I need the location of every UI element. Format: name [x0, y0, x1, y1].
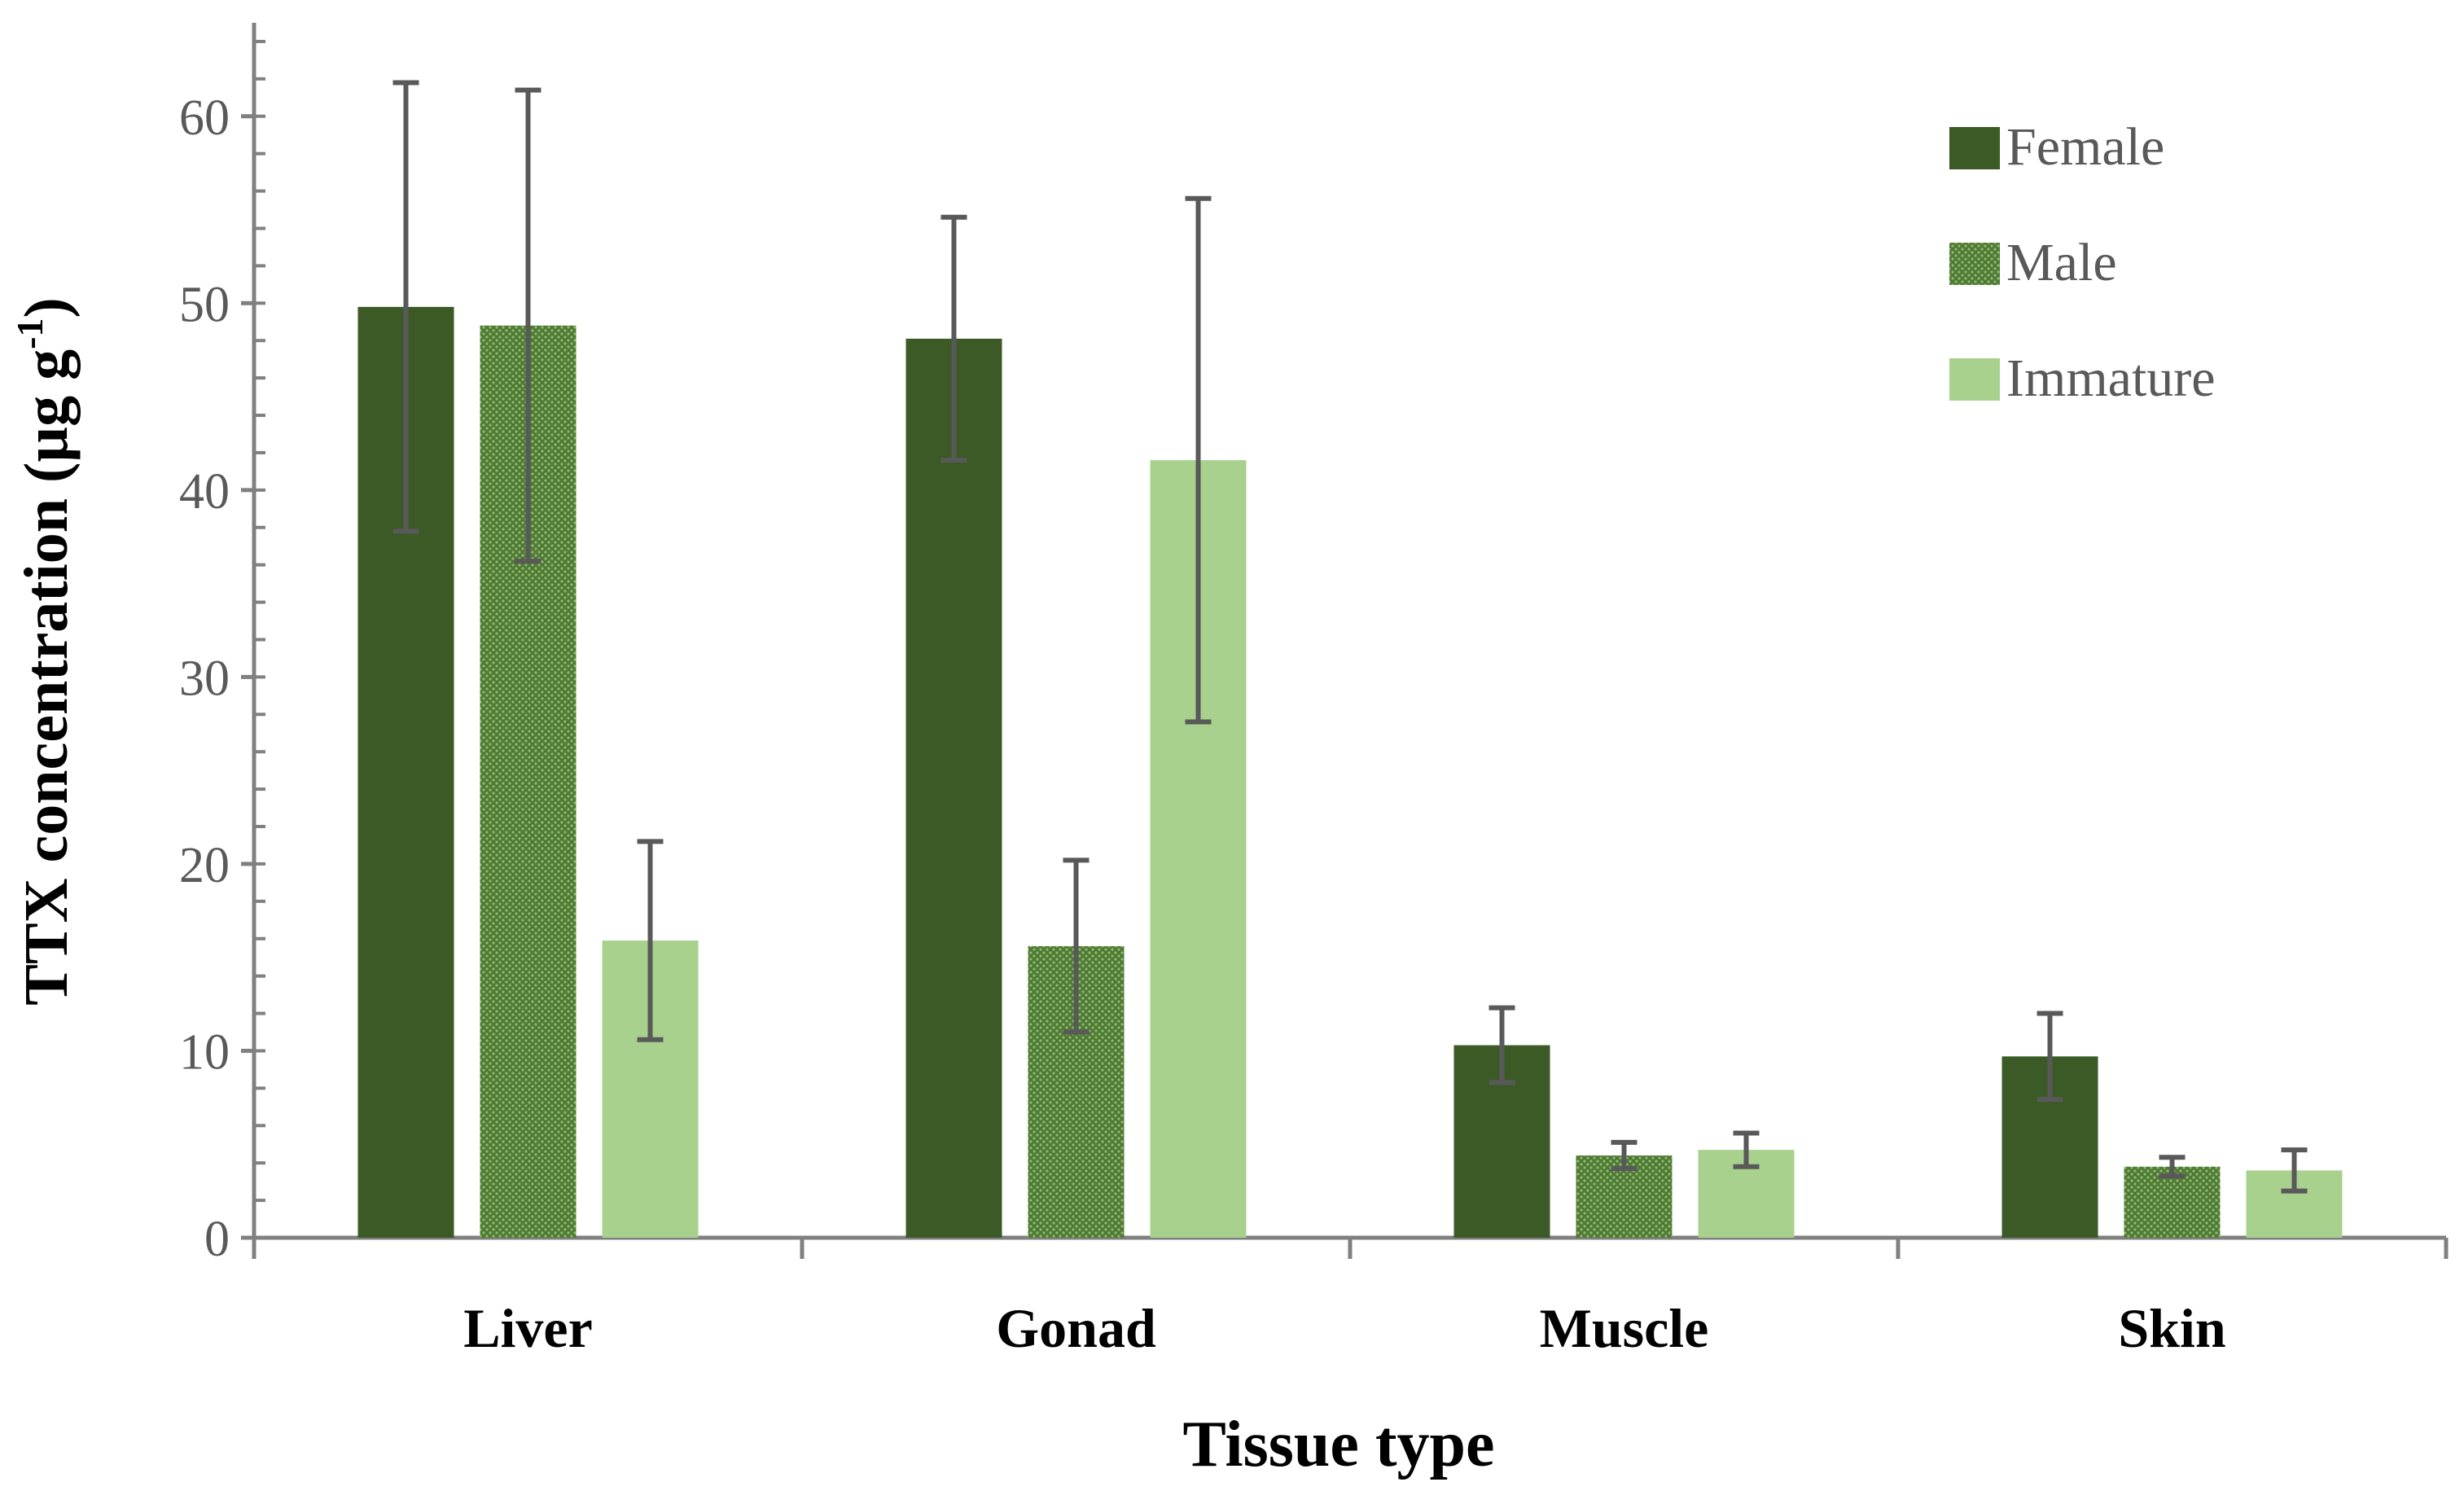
bar-female-gonad [905, 338, 1002, 1238]
error-bar-immature-muscle [1733, 1130, 1760, 1169]
bar-male-skin [2124, 1166, 2221, 1238]
error-bar-female-skin [2037, 1011, 2063, 1103]
y-tick-label: 10 [179, 1024, 230, 1080]
y-tick-label: 40 [179, 464, 230, 520]
y-tick-label: 60 [179, 90, 230, 146]
error-bar-male-liver [515, 87, 541, 564]
y-tick-label: 30 [179, 651, 230, 706]
legend-swatch-female [1949, 127, 2000, 169]
x-category-label: Muscle [1540, 1297, 1709, 1359]
error-bar-female-muscle [1488, 1005, 1515, 1085]
y-tick-label: 0 [204, 1212, 230, 1267]
y-axis-title-main: TTX concentration (µg g [12, 349, 81, 1006]
x-axis-title: Tissue type [1182, 1409, 1494, 1480]
y-tick-label: 50 [179, 277, 230, 332]
legend-swatch-immature [1949, 358, 2000, 401]
y-axis-title-superscript: -1 [9, 318, 50, 349]
error-bars [392, 80, 2308, 1194]
error-bar-immature-gonad [1185, 195, 1212, 725]
legend-label-male: Male [2006, 233, 2117, 292]
legend-label-female: Female [2006, 117, 2164, 177]
y-axis-title: TTX concentration (µg g-1) [9, 297, 81, 1005]
x-category-label: Liver [463, 1297, 593, 1359]
error-bar-male-skin [2159, 1155, 2186, 1179]
legend: Female Male Immature [1949, 117, 2216, 408]
legend-swatch-male [1949, 243, 2000, 285]
y-axis-title-close: ) [12, 297, 81, 318]
x-category-label: Skin [2118, 1297, 2225, 1359]
y-tick-label: 20 [179, 838, 230, 893]
error-bar-male-muscle [1611, 1139, 1638, 1172]
axis-labels: 0 10 20 30 40 50 60 Liver Gonad Muscle Skin [179, 90, 2226, 1359]
legend-label-immature: Immature [2006, 349, 2216, 408]
x-category-label: Gonad [996, 1297, 1156, 1359]
error-bar-male-gonad [1063, 857, 1090, 1035]
error-bar-female-liver [392, 80, 419, 534]
error-bar-immature-skin [2281, 1147, 2308, 1194]
error-bar-female-gonad [940, 214, 967, 463]
error-bar-immature-liver [637, 839, 664, 1042]
